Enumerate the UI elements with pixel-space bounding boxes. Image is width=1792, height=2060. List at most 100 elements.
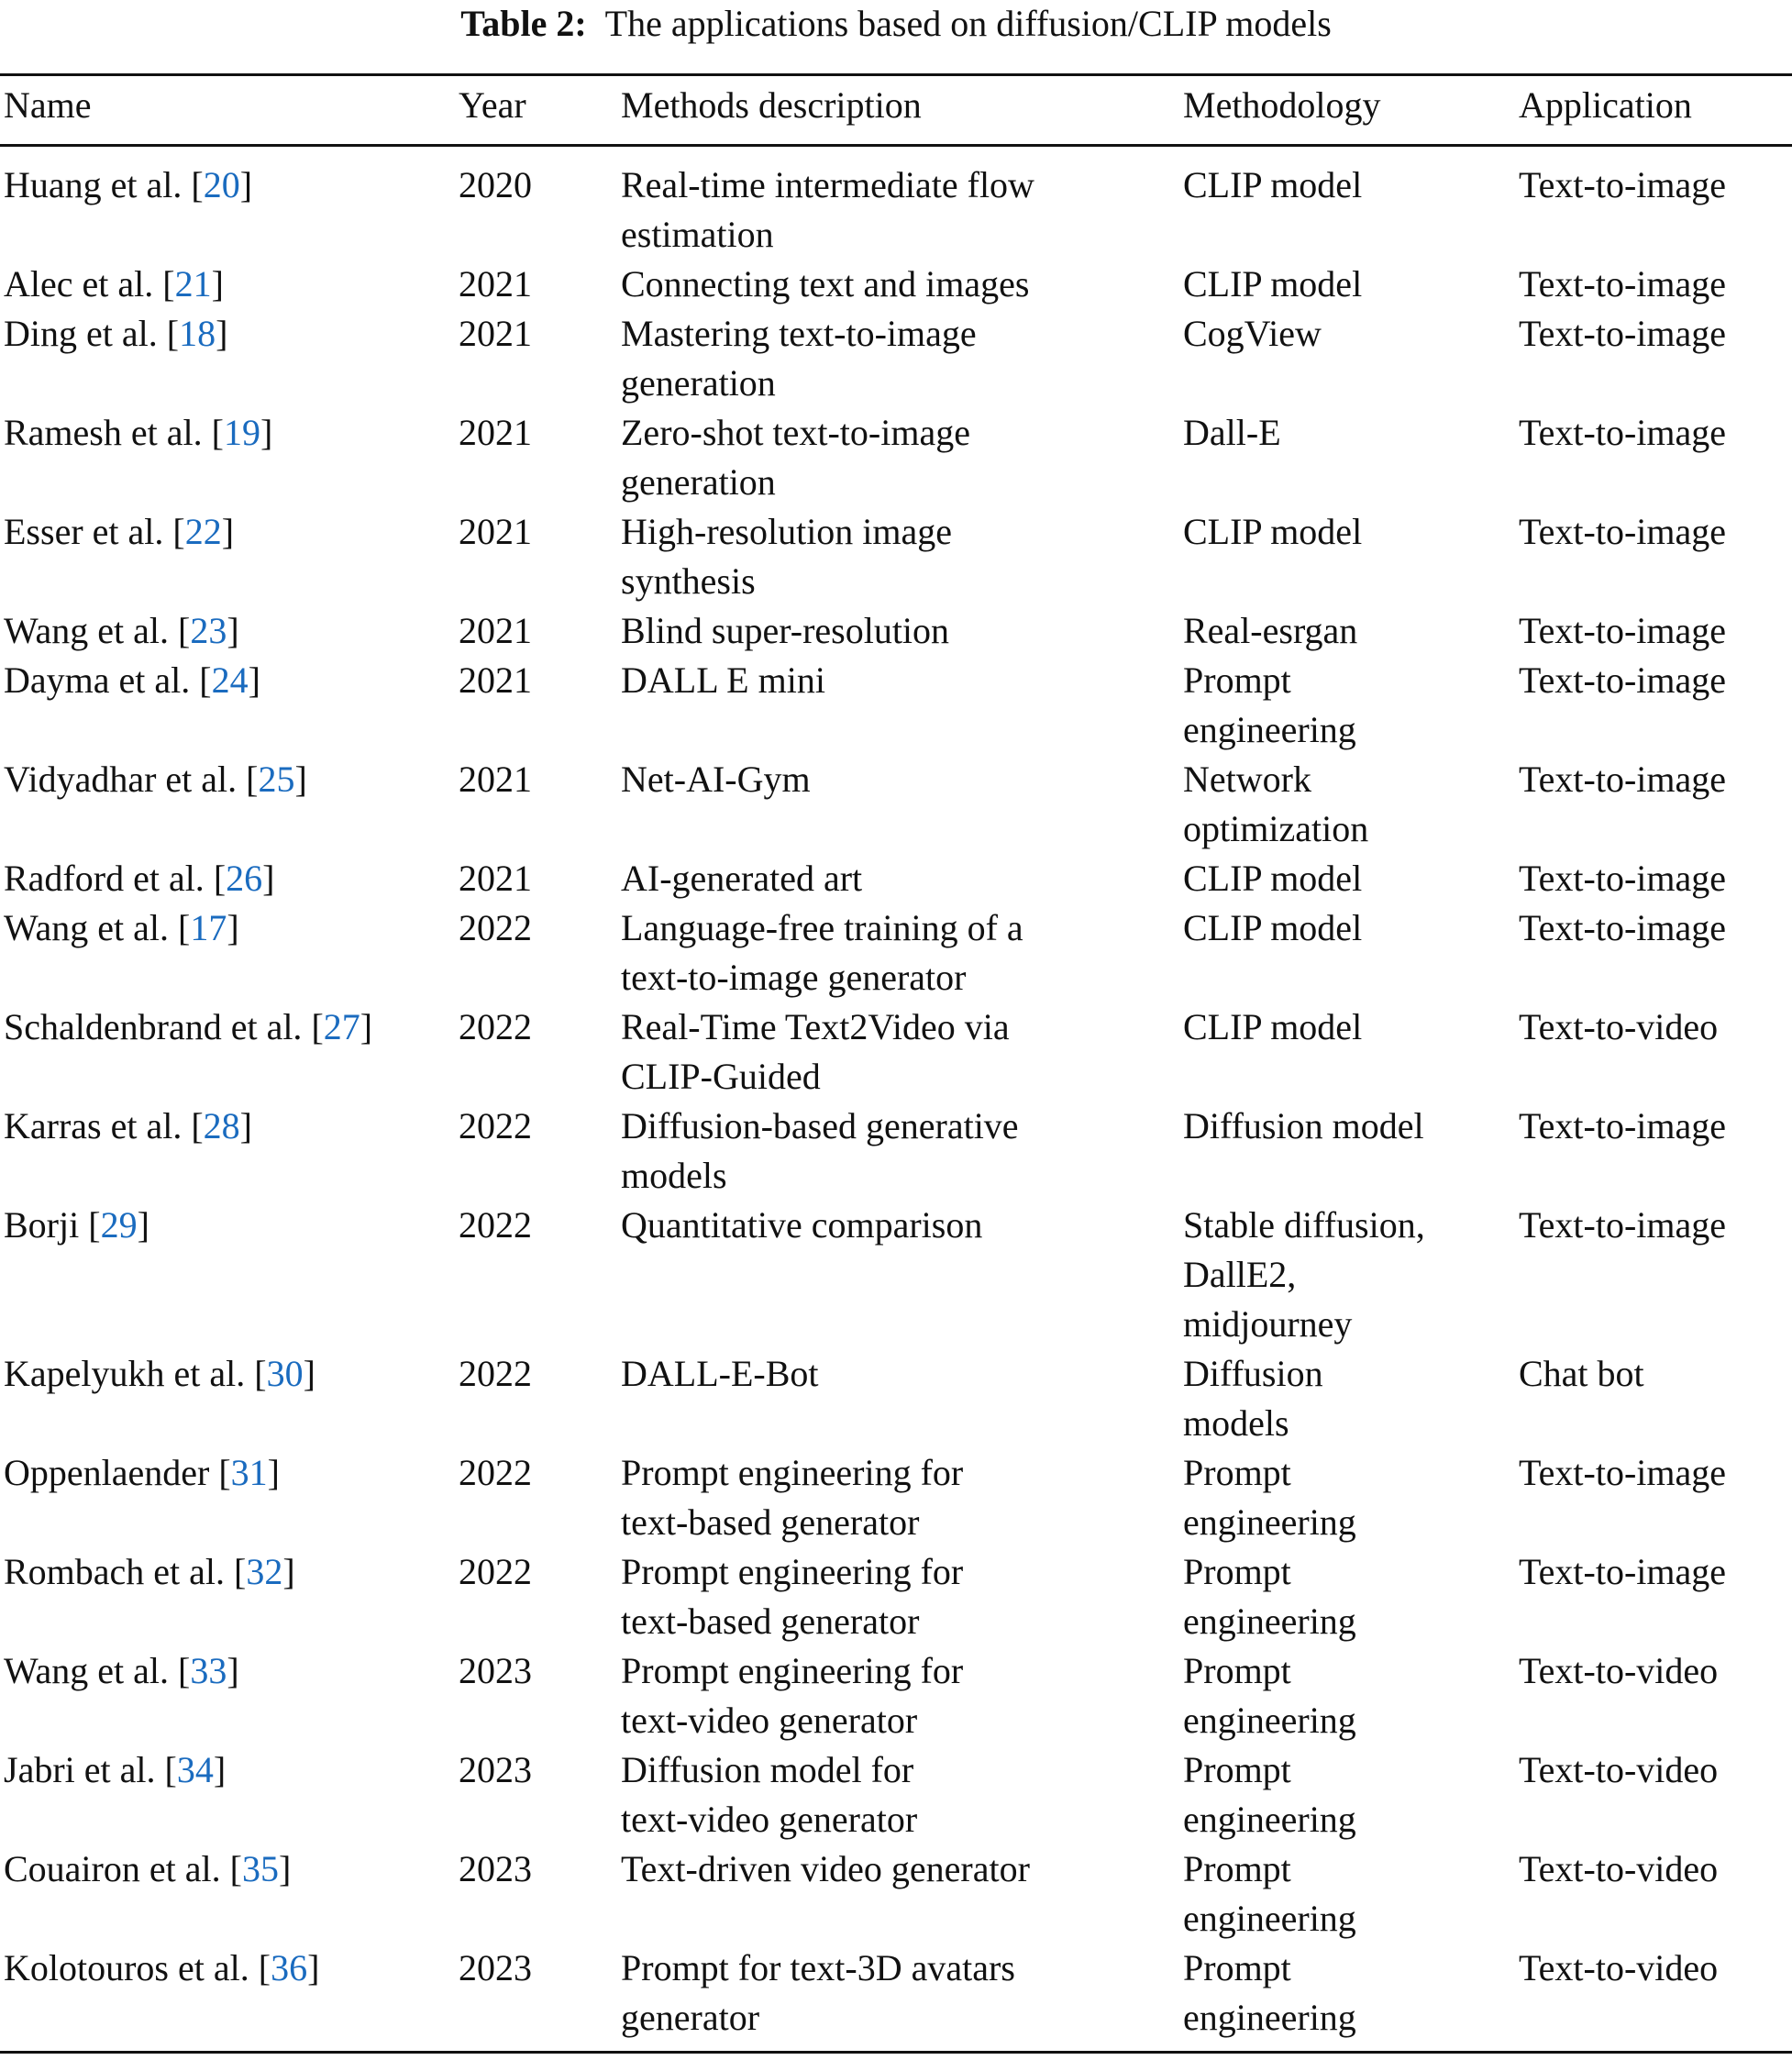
reference-link[interactable]: 35 — [241, 1848, 279, 1889]
cell-name: Ramesh et al. [19] — [4, 412, 273, 453]
table-row: Jabri et al. [34] 2023 Diffusion model for… — [0, 1745, 1792, 1844]
reference-link[interactable]: 17 — [190, 907, 227, 948]
cell-methods-description: Prompt engineering for text-video genera… — [621, 1650, 964, 1741]
cell-methods-description: Connecting text and images — [621, 263, 1030, 305]
cell-methods-description: Diffusion-based generative models — [621, 1105, 1019, 1196]
cell-name: Jabri et al. [34] — [4, 1749, 227, 1790]
cell-name: Radford et al. [26] — [4, 858, 275, 899]
table-row: Alec et al. [21] 2021 Connecting text and … — [0, 260, 1792, 309]
cell-year: 2022 — [459, 907, 532, 948]
cell-year: 2023 — [459, 1749, 532, 1790]
reference-link[interactable]: 23 — [190, 610, 227, 651]
cell-methods-description: Zero-shot text-to-image generation — [621, 412, 970, 503]
reference-link[interactable]: 27 — [323, 1006, 360, 1047]
cell-methods-description: DALL E mini — [621, 659, 825, 701]
table-row: Kolotouros et al. [36] 2023 Prompt for tex… — [0, 1944, 1792, 2043]
reference-link[interactable]: 32 — [246, 1551, 283, 1592]
cell-methods-description: Prompt engineering for text-based genera… — [621, 1551, 964, 1642]
cell-methodology: CLIP model — [1183, 511, 1363, 552]
header-methodology: Methodology — [1183, 84, 1381, 126]
cell-methodology: Prompt engineering — [1183, 1749, 1356, 1840]
author-name: Rombach et al. — [4, 1551, 226, 1592]
cell-year: 2022 — [459, 1551, 532, 1592]
reference-link[interactable]: 30 — [266, 1353, 304, 1394]
cell-methods-description: Language-free training of a text-to-imag… — [621, 907, 1023, 998]
table-row: Ramesh et al. [19] 2021 Zero-shot text-to-… — [0, 408, 1792, 507]
cell-application: Text-to-image — [1519, 1452, 1726, 1493]
reference-link[interactable]: 31 — [230, 1452, 268, 1493]
cell-year: 2021 — [459, 263, 532, 305]
cell-name: Dayma et al. [24] — [4, 659, 260, 701]
cell-application: Text-to-image — [1519, 610, 1726, 651]
reference-link[interactable]: 24 — [211, 659, 249, 701]
cell-name: Kolotouros et al. [36] — [4, 1947, 320, 1988]
cell-application: Text-to-video — [1519, 1650, 1719, 1691]
cell-year: 2021 — [459, 313, 532, 354]
reference-link[interactable]: 22 — [184, 511, 222, 552]
reference-link[interactable]: 20 — [203, 164, 240, 205]
author-name: Ramesh et al. — [4, 412, 203, 453]
cell-application: Text-to-image — [1519, 1551, 1726, 1592]
header-application: Application — [1519, 84, 1692, 126]
table-row: Vidyadhar et al. [25] 2021 Net-AI-Gym Netwo… — [0, 755, 1792, 854]
reference-link[interactable]: 21 — [174, 263, 212, 305]
cell-name: Rombach et al. [32] — [4, 1551, 295, 1592]
reference-link[interactable]: 34 — [176, 1749, 214, 1790]
reference-link[interactable]: 25 — [258, 759, 295, 800]
author-name: Schaldenbrand et al. — [4, 1006, 303, 1047]
cell-methodology: Prompt engineering — [1183, 1848, 1356, 1939]
cell-year: 2021 — [459, 412, 532, 453]
cell-methodology: CLIP model — [1183, 1006, 1363, 1047]
cell-name: Alec et al. [21] — [4, 263, 224, 305]
cell-year: 2023 — [459, 1650, 532, 1691]
cell-year: 2021 — [459, 511, 532, 552]
table-header: Name Year Methods description Methodolog… — [0, 81, 1792, 138]
cell-name: Borji [29] — [4, 1204, 149, 1246]
header-year: Year — [459, 84, 526, 126]
reference-link[interactable]: 28 — [203, 1105, 240, 1146]
cell-name: Wang et al. [33] — [4, 1650, 239, 1691]
table-bottom-rule — [0, 2051, 1792, 2054]
cell-name: Oppenlaender [31] — [4, 1452, 280, 1493]
cell-methods-description: Text-driven video generator — [621, 1848, 1030, 1889]
cell-methodology: Prompt engineering — [1183, 1452, 1356, 1543]
cell-methodology: CLIP model — [1183, 164, 1363, 205]
reference-link[interactable]: 29 — [100, 1204, 138, 1246]
author-name: Radford et al. — [4, 858, 205, 899]
reference-link[interactable]: 26 — [226, 858, 263, 899]
table-row: Borji [29] 2022 Quantitative comparison Sta… — [0, 1201, 1792, 1349]
table-row: Schaldenbrand et al. [27] 2022 Real-Time T… — [0, 1002, 1792, 1102]
cell-year: 2023 — [459, 1947, 532, 1988]
cell-name: Huang et al. [20] — [4, 164, 253, 205]
cell-year: 2021 — [459, 610, 532, 651]
cell-methodology: Diffusion models — [1183, 1353, 1323, 1444]
cell-methods-description: Prompt for text-3D avatars generator — [621, 1947, 1015, 2038]
cell-year: 2022 — [459, 1353, 532, 1394]
cell-methods-description: DALL-E-Bot — [621, 1353, 819, 1394]
reference-link[interactable]: 33 — [190, 1650, 227, 1691]
cell-application: Text-to-image — [1519, 759, 1726, 800]
cell-application: Text-to-video — [1519, 1006, 1719, 1047]
table-row: Couairon et al. [35] 2023 Text-driven vide… — [0, 1844, 1792, 1944]
cell-application: Text-to-image — [1519, 1105, 1726, 1146]
table-row: Esser et al. [22] 2021 High-resolution ima… — [0, 507, 1792, 606]
cell-name: Esser et al. [22] — [4, 511, 235, 552]
table-top-rule — [0, 73, 1792, 76]
cell-year: 2022 — [459, 1105, 532, 1146]
cell-methods-description: Quantitative comparison — [621, 1204, 983, 1246]
reference-link[interactable]: 19 — [223, 412, 260, 453]
table-row: Ding et al. [18] 2021 Mastering text-to-im… — [0, 309, 1792, 408]
cell-methods-description: Real-Time Text2Video via CLIP-Guided — [621, 1006, 1010, 1097]
author-name: Karras et al. — [4, 1105, 183, 1146]
cell-name: Kapelyukh et al. [30] — [4, 1353, 315, 1394]
author-name: Wang et al. — [4, 1650, 170, 1691]
cell-methodology: Network optimization — [1183, 759, 1369, 849]
author-name: Huang et al. — [4, 164, 183, 205]
cell-application: Text-to-image — [1519, 313, 1726, 354]
author-name: Wang et al. — [4, 907, 170, 948]
reference-link[interactable]: 18 — [179, 313, 216, 354]
author-name: Esser et al. — [4, 511, 164, 552]
reference-link[interactable]: 36 — [271, 1947, 308, 1988]
table-header-rule — [0, 144, 1792, 147]
cell-application: Text-to-video — [1519, 1947, 1719, 1988]
